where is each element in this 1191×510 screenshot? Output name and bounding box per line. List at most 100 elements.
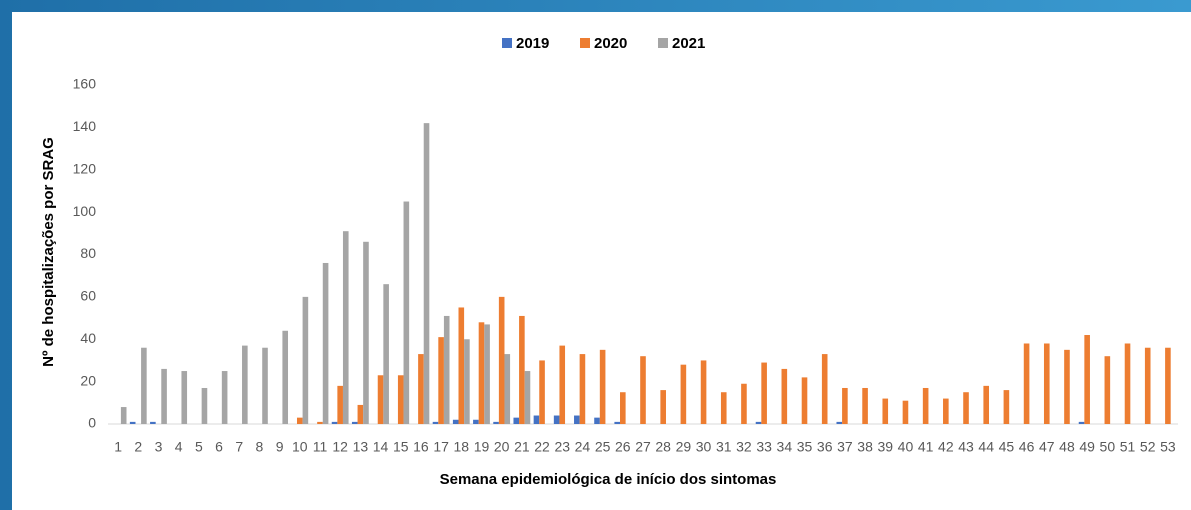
bar — [963, 392, 969, 424]
bar — [129, 421, 136, 424]
bar — [700, 360, 707, 424]
bar — [801, 377, 808, 424]
x-tick-label: 48 — [1059, 439, 1075, 455]
bar — [513, 417, 520, 424]
x-tick-label: 39 — [877, 439, 893, 455]
legend-swatch — [580, 38, 590, 48]
bar — [680, 364, 687, 424]
bar — [1084, 335, 1090, 424]
y-tick-label: 40 — [80, 330, 96, 346]
y-tick-label: 160 — [73, 76, 97, 92]
bar — [594, 417, 600, 424]
y-tick-label: 60 — [80, 288, 96, 304]
x-tick-label: 26 — [615, 439, 631, 455]
bar — [922, 387, 929, 424]
x-tick-label: 2 — [134, 439, 142, 455]
bar — [533, 415, 540, 424]
bar — [331, 421, 338, 424]
bar — [357, 404, 364, 424]
bar — [660, 390, 666, 424]
x-tick-label: 19 — [474, 439, 490, 455]
x-tick-label: 50 — [1100, 439, 1116, 455]
x-tick-label: 6 — [215, 439, 223, 455]
x-tick-label: 10 — [292, 439, 308, 455]
bar — [141, 347, 147, 424]
bar — [1124, 343, 1131, 424]
x-tick-label: 3 — [155, 439, 163, 455]
bar — [539, 360, 545, 424]
bar — [579, 354, 586, 424]
y-axis-title: Nº de hospitalizações por SRAG — [40, 137, 57, 367]
bar — [150, 421, 156, 424]
bar — [493, 421, 499, 424]
bar — [161, 368, 167, 424]
bar — [1078, 421, 1085, 424]
bar — [473, 419, 479, 424]
legend-label: 2021 — [672, 35, 705, 52]
bar — [484, 324, 490, 424]
bar — [282, 330, 289, 424]
x-tick-label: 42 — [938, 439, 954, 455]
bar — [337, 385, 343, 424]
x-tick-label: 52 — [1140, 439, 1156, 455]
x-tick-label: 9 — [276, 439, 284, 455]
bar — [351, 421, 358, 424]
bar — [262, 347, 268, 424]
bar — [383, 284, 389, 424]
bar — [943, 398, 949, 424]
legend-swatch — [658, 38, 668, 48]
bar — [620, 392, 626, 424]
bar — [1064, 349, 1070, 424]
x-tick-label: 11 — [313, 439, 328, 455]
bar — [296, 417, 303, 424]
x-tick-label: 22 — [534, 439, 550, 455]
bar — [504, 354, 511, 424]
x-tick-label: 31 — [716, 439, 732, 455]
bar — [983, 385, 990, 424]
bar — [443, 315, 450, 424]
bar — [418, 354, 424, 424]
x-tick-label: 38 — [857, 439, 873, 455]
legend-label: 2019 — [516, 35, 549, 52]
legend-swatch — [502, 38, 512, 48]
bar — [821, 354, 828, 424]
bar — [423, 123, 430, 424]
bar — [120, 407, 127, 424]
bar — [1165, 347, 1171, 424]
bar — [1023, 343, 1030, 424]
bar — [432, 421, 439, 424]
x-tick-label: 20 — [494, 439, 510, 455]
bar — [377, 375, 384, 424]
bar — [1144, 347, 1151, 424]
bar — [452, 419, 459, 424]
bar — [242, 345, 248, 424]
x-tick-label: 43 — [958, 439, 974, 455]
x-tick-label: 15 — [393, 439, 409, 455]
x-tick-label: 17 — [433, 439, 449, 455]
bar — [458, 307, 465, 424]
bar — [640, 356, 646, 424]
y-tick-label: 100 — [73, 203, 97, 219]
bar — [720, 392, 727, 424]
bar — [403, 201, 410, 424]
x-tick-label: 5 — [195, 439, 203, 455]
bar — [363, 241, 369, 424]
y-tick-label: 120 — [73, 160, 97, 176]
bar — [836, 421, 843, 424]
x-tick-label: 36 — [817, 439, 833, 455]
bar — [882, 398, 889, 424]
bar — [842, 387, 848, 424]
x-tick-label: 8 — [256, 439, 264, 455]
bar — [559, 345, 566, 424]
x-tick-label: 27 — [635, 439, 651, 455]
x-tick-label: 45 — [999, 439, 1015, 455]
y-tick-label: 20 — [80, 372, 96, 388]
x-tick-label: 32 — [736, 439, 752, 455]
bar — [862, 387, 868, 424]
bar — [322, 262, 329, 424]
bar — [574, 415, 580, 424]
bar — [599, 349, 606, 424]
bar — [342, 231, 349, 424]
x-tick-label: 4 — [175, 439, 183, 455]
x-tick-label: 18 — [454, 439, 470, 455]
